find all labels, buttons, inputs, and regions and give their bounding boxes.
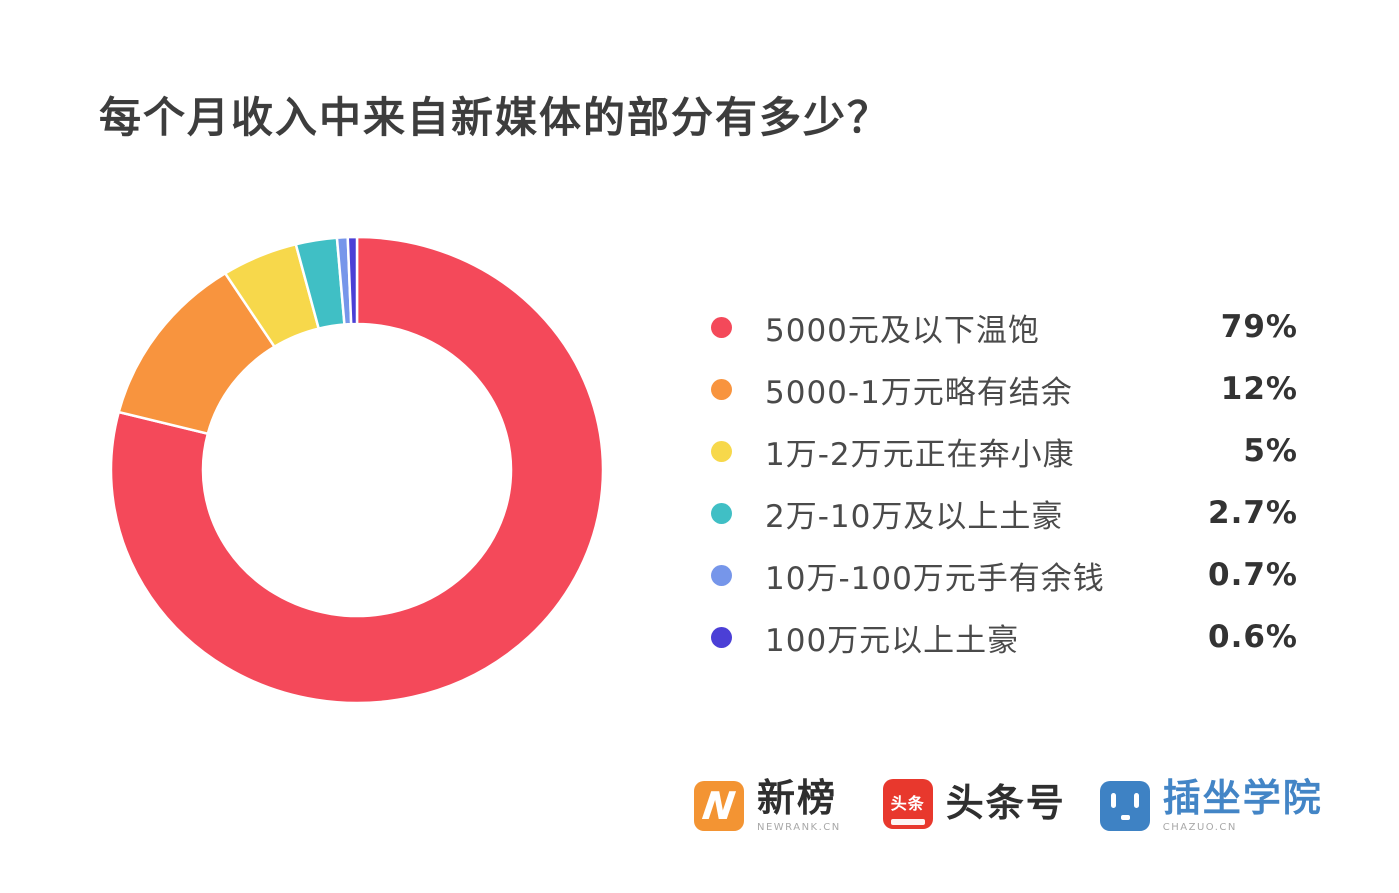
legend-item: 5000-1万元略有结余 12% <box>710 358 1298 420</box>
newrank-logo-icon: N <box>694 780 744 831</box>
legend-value: 5% <box>1243 433 1298 469</box>
legend-value: 0.6% <box>1208 619 1298 655</box>
newrank-logo: N 新榜 NEWRANK.CN <box>694 776 841 833</box>
legend-label: 5000元及以下温饱 <box>765 312 1040 349</box>
legend-label: 2万-10万及以上土豪 <box>765 498 1064 535</box>
legend-dot <box>711 440 732 462</box>
chazuo-logo: 插坐学院 CHAZUO.CN <box>1099 776 1323 833</box>
legend-item: 5000元及以下温饱 79% <box>710 296 1298 358</box>
chazuo-domain: CHAZUO.CN <box>1162 821 1237 833</box>
toutiao-logo: 头条 头条号 <box>882 779 1066 829</box>
toutiao-badge-text: 头条 <box>890 793 925 813</box>
toutiao-name: 头条号 <box>945 781 1066 826</box>
pie-slice-5 <box>346 235 359 326</box>
chart-legend: 5000元及以下温饱 79% 5000-1万元略有结余 12% 1万-2万元正在奔小康 5… <box>710 296 1298 668</box>
legend-label: 10万-100万元手有余钱 <box>765 560 1105 597</box>
legend-label: 5000-1万元略有结余 <box>765 374 1073 411</box>
donut-chart-svg <box>109 235 605 705</box>
page-title: 每个月收入中来自新媒体的部分有多少？ <box>99 93 892 142</box>
legend-value: 79% <box>1220 309 1298 345</box>
legend-dot <box>711 564 732 586</box>
legend-value: 2.7% <box>1208 495 1298 531</box>
legend-value: 0.7% <box>1208 557 1298 593</box>
chazuo-logo-text: 插坐学院 CHAZUO.CN <box>1162 776 1323 833</box>
chazuo-logo-icon <box>1099 780 1150 831</box>
newrank-n-glyph: N <box>700 783 738 828</box>
legend-dot <box>711 502 732 524</box>
newrank-name: 新榜 <box>757 776 838 820</box>
legend-item: 2万-10万及以上土豪 2.7% <box>710 482 1298 544</box>
footer-logos: N 新榜 NEWRANK.CN 头条 头条号 插坐学院 CHAZUO.CN <box>694 776 1323 833</box>
pie-slice-0 <box>109 235 605 705</box>
chazuo-eye-left <box>1110 792 1116 808</box>
legend-item: 1万-2万元正在奔小康 5% <box>710 420 1298 482</box>
legend-item: 100万元以上土豪 0.6% <box>710 606 1298 668</box>
newrank-logo-text: 新榜 NEWRANK.CN <box>757 776 841 833</box>
toutiao-logo-icon: 头条 <box>882 779 933 829</box>
legend-value: 12% <box>1220 371 1298 407</box>
toutiao-badge-bar <box>890 819 925 825</box>
legend-dot <box>711 626 732 648</box>
chazuo-eye-right <box>1133 792 1139 808</box>
legend-dot <box>711 378 732 400</box>
toutiao-logo-text: 头条号 <box>945 781 1066 826</box>
legend-dot <box>711 316 732 338</box>
newrank-domain: NEWRANK.CN <box>757 821 841 833</box>
donut-chart <box>107 220 607 720</box>
chazuo-mouth <box>1120 814 1130 820</box>
legend-label: 1万-2万元正在奔小康 <box>765 436 1075 473</box>
legend-label: 100万元以上土豪 <box>765 622 1020 659</box>
legend-item: 10万-100万元手有余钱 0.7% <box>710 544 1298 606</box>
chazuo-name: 插坐学院 <box>1162 776 1323 820</box>
